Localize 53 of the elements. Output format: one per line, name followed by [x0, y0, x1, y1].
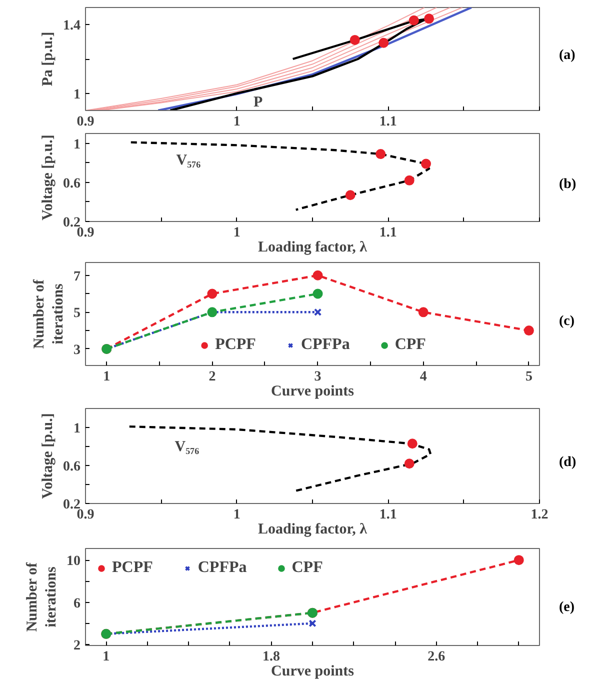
y-tick-label: 10 [66, 554, 80, 570]
y-axis-title: Voltage [p.u.] [40, 413, 56, 499]
x-tick-label: 5 [525, 370, 532, 384]
x-tick-label: 0.9 [76, 226, 94, 240]
annotation: P [253, 94, 263, 110]
x-tick-label: 1.1 [379, 114, 397, 130]
x-tick-label: 3 [314, 370, 322, 384]
y-tick-label: 0.6 [63, 460, 80, 474]
x-tick-label: 1.1 [379, 508, 397, 522]
x-tick-label: 2 [208, 370, 216, 384]
x-tick-label: 1.1 [379, 226, 397, 240]
y-axis-title: Number of iterations [24, 561, 60, 632]
x-axis-title: Curve points [271, 384, 354, 400]
y-tick-label: 1.4 [63, 18, 80, 34]
x-tick-label: 1 [103, 370, 110, 384]
legend-label: CPF [394, 336, 426, 354]
y-tick-label: 6 [74, 596, 80, 612]
x-tick-label: 4 [420, 370, 427, 384]
text: (b) [559, 176, 576, 194]
y-axis-title: Voltage [p.u.] [40, 134, 56, 220]
x-tick-label: 0.9 [76, 508, 94, 522]
x-tick-label: 1 [233, 114, 240, 130]
legend-label: CPF [292, 559, 323, 577]
y-tick-label: 2 [74, 638, 80, 654]
text: (c) [559, 313, 575, 331]
y-tick-label: 1 [74, 87, 80, 102]
x-tick-label: 1 [233, 508, 240, 522]
text: (d) [559, 454, 576, 472]
y-tick-label: 7 [74, 269, 80, 284]
x-tick-label: 1.2 [530, 508, 548, 522]
y-axis-title: Pa [p.u.] [40, 32, 56, 86]
legend-label: PCPF [112, 559, 153, 577]
series-label: V₅₇₆ [174, 439, 200, 456]
y-tick-label: 1 [74, 137, 80, 152]
x-tick-label: 1.8 [262, 650, 280, 664]
legend-label: CPFPa [198, 559, 247, 577]
text: (e) [559, 599, 575, 617]
x-tick-label: 2.6 [428, 650, 446, 664]
y-tick-label: 1 [74, 422, 80, 436]
x-axis-title: Loading factor, λ [258, 522, 368, 538]
x-tick-label: 0.9 [76, 114, 94, 130]
legend-label: PCPF [215, 336, 256, 354]
legend-label: CPFPa [300, 336, 350, 354]
y-tick-label: 0.6 [63, 176, 80, 192]
y-axis-title: Number of iterations [31, 278, 66, 349]
x-tick-label: 1 [102, 650, 110, 664]
x-axis-title: Loading factor, λ [258, 240, 368, 256]
text: (a) [559, 47, 576, 65]
series-label: V₅₇₆ [176, 152, 202, 169]
x-tick-label: 1 [233, 226, 240, 240]
y-tick-label: 5 [74, 306, 80, 322]
x-axis-title: Curve points [271, 664, 354, 680]
y-tick-label: 3 [74, 342, 80, 358]
